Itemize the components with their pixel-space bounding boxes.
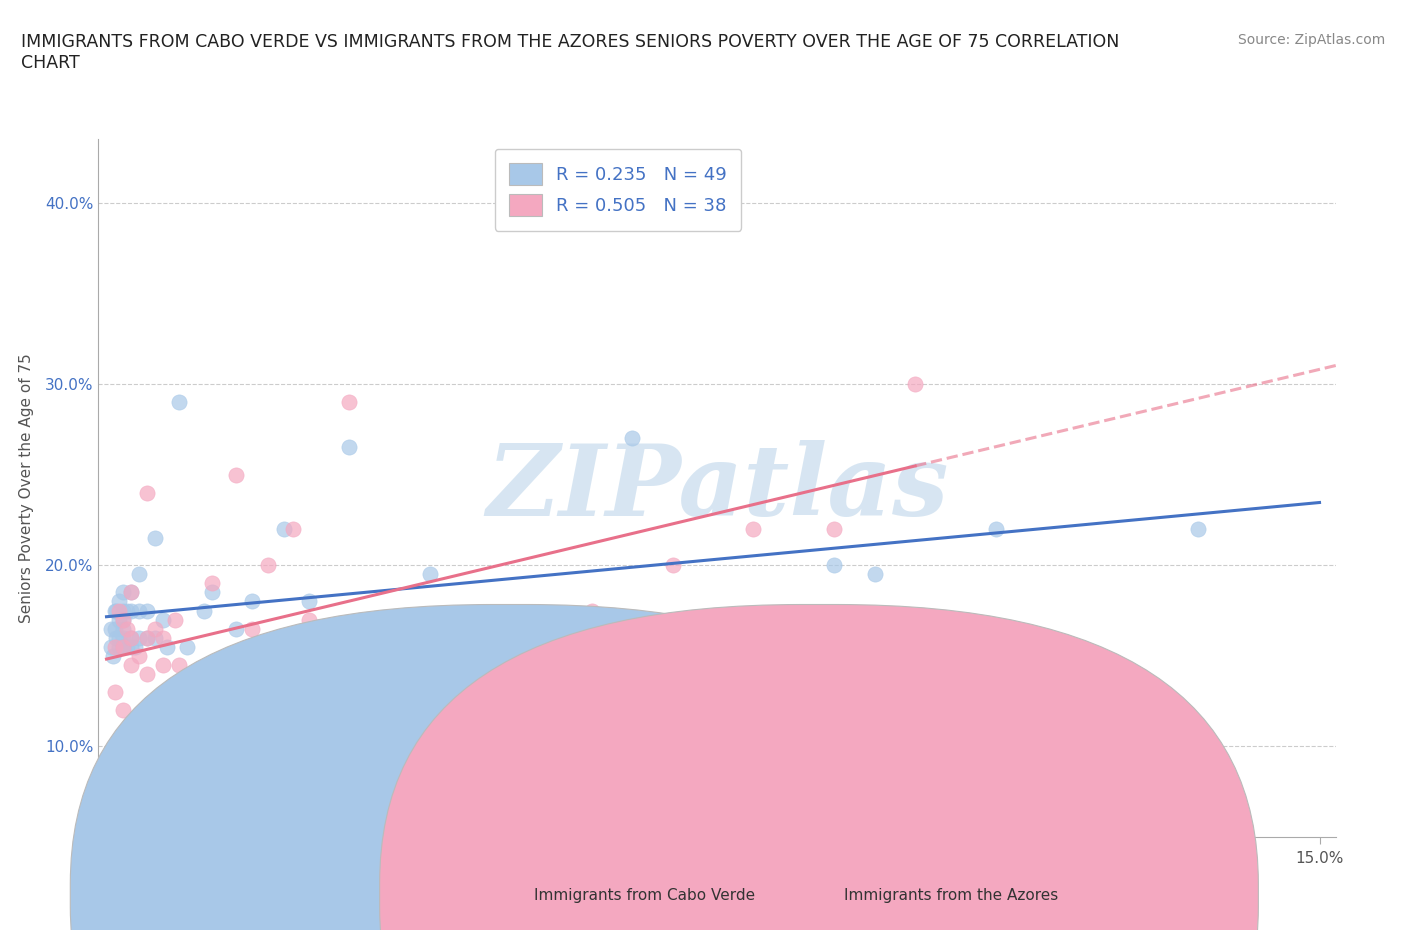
Point (100, 639, 122, 654)
Point (120, 658, 142, 672)
Point (124, 639, 146, 654)
Text: IMMIGRANTS FROM CABO VERDE VS IMMIGRANTS FROM THE AZORES SENIORS POVERTY OVER TH: IMMIGRANTS FROM CABO VERDE VS IMMIGRANTS… (21, 33, 1119, 50)
Point (143, 531, 166, 546)
Point (132, 784, 155, 799)
Point (115, 639, 138, 654)
Point (165, 612, 187, 627)
Point (101, 648, 124, 663)
Text: Immigrants from Cabo Verde: Immigrants from Cabo Verde (534, 888, 755, 903)
Point (499, 612, 522, 627)
Y-axis label: Seniors Poverty Over the Age of 75: Seniors Poverty Over the Age of 75 (18, 353, 34, 623)
Point (107, 631, 129, 645)
Point (823, 522, 845, 537)
Point (621, 431, 644, 445)
Point (105, 603, 128, 618)
Point (225, 621, 247, 636)
Point (201, 585, 224, 600)
Point (111, 639, 134, 654)
Text: ZIPatlas: ZIPatlas (486, 440, 948, 537)
Point (152, 658, 174, 672)
Point (104, 776, 127, 790)
Point (337, 394, 360, 409)
Point (152, 631, 174, 645)
Point (136, 631, 159, 645)
Point (120, 639, 142, 654)
Point (581, 603, 603, 618)
Point (111, 585, 134, 600)
Point (111, 703, 134, 718)
Point (337, 440, 360, 455)
Text: Immigrants from the Azores: Immigrants from the Azores (844, 888, 1057, 903)
Point (128, 567, 150, 582)
Point (107, 639, 129, 654)
Point (152, 612, 174, 627)
Point (1187, 522, 1209, 537)
Point (107, 594, 129, 609)
Point (111, 603, 134, 618)
Point (104, 603, 127, 618)
Point (115, 603, 138, 618)
Point (184, 776, 207, 790)
Point (193, 603, 215, 618)
Point (298, 612, 321, 627)
Point (143, 631, 166, 645)
Point (823, 558, 845, 573)
Legend: R = 0.235   N = 49, R = 0.505   N = 38: R = 0.235 N = 49, R = 0.505 N = 38 (495, 149, 741, 231)
Point (742, 522, 765, 537)
Point (120, 585, 142, 600)
Point (120, 603, 142, 618)
Point (298, 594, 321, 609)
Point (120, 631, 142, 645)
Point (273, 522, 295, 537)
Point (378, 621, 401, 636)
Point (863, 567, 886, 582)
Point (128, 648, 150, 663)
Point (402, 621, 425, 636)
Point (169, 658, 191, 672)
Point (107, 603, 129, 618)
Point (104, 684, 127, 699)
Point (240, 594, 263, 609)
Point (281, 522, 304, 537)
Point (661, 558, 683, 573)
Point (105, 631, 128, 645)
Point (104, 639, 127, 654)
Point (115, 621, 138, 636)
Point (225, 467, 247, 482)
Point (169, 394, 191, 409)
Point (201, 576, 224, 591)
Point (540, 739, 562, 754)
Point (104, 621, 127, 636)
Point (120, 585, 142, 600)
Point (156, 639, 179, 654)
Point (100, 784, 122, 799)
Point (120, 631, 142, 645)
Point (111, 612, 134, 627)
Point (984, 522, 1007, 537)
Point (136, 485, 159, 500)
Text: Source: ZipAtlas.com: Source: ZipAtlas.com (1237, 33, 1385, 46)
Point (419, 567, 441, 582)
Point (904, 377, 927, 392)
Point (107, 612, 129, 627)
Point (136, 667, 159, 682)
Point (257, 558, 280, 573)
Point (136, 603, 159, 618)
Point (111, 631, 134, 645)
Text: CHART: CHART (21, 54, 80, 72)
Point (128, 603, 150, 618)
Point (111, 612, 134, 627)
Point (100, 621, 122, 636)
Point (111, 639, 134, 654)
Point (128, 631, 150, 645)
Point (111, 621, 134, 636)
Point (240, 621, 263, 636)
Point (136, 631, 159, 645)
Point (176, 639, 198, 654)
Point (143, 621, 166, 636)
